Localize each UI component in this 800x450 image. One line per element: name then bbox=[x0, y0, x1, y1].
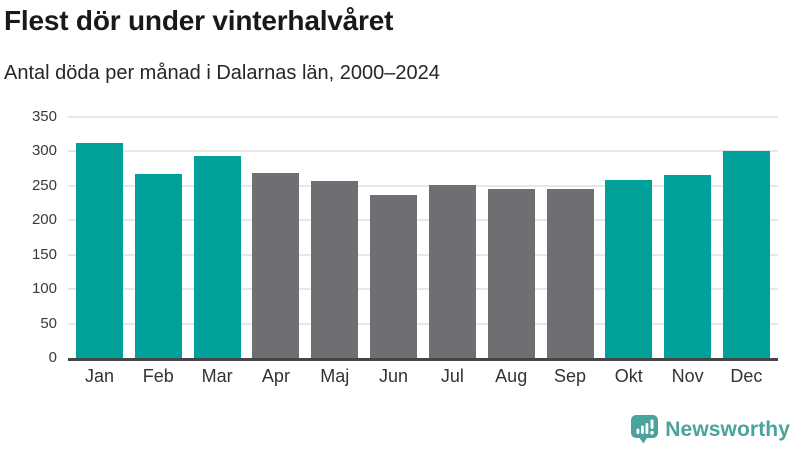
bar-mar bbox=[193, 155, 241, 358]
gridline bbox=[68, 184, 778, 187]
brand-footer[interactable]: Newsworthy bbox=[631, 415, 790, 444]
y-tick-label: 350 bbox=[31, 108, 57, 125]
x-tick-label: Aug bbox=[495, 366, 528, 386]
x-tick-label: Sep bbox=[553, 366, 587, 386]
brand-name: Newsworthy bbox=[665, 417, 790, 441]
bar-feb bbox=[134, 173, 182, 358]
bar-maj bbox=[311, 181, 359, 358]
plot-area bbox=[68, 116, 778, 361]
chart-subtitle: Antal döda per månad i Dalarnas län, 200… bbox=[4, 62, 440, 84]
x-tick-label: Feb bbox=[142, 366, 174, 386]
bar-jul bbox=[428, 184, 476, 358]
newsworthy-logo-icon bbox=[631, 415, 659, 444]
gridline bbox=[68, 116, 778, 118]
x-tick-label: Jan bbox=[84, 366, 115, 386]
x-tick-label: Maj bbox=[320, 366, 350, 386]
y-tick-label: 0 bbox=[48, 349, 57, 366]
x-tick-label: Mar bbox=[201, 366, 233, 386]
bar-apr bbox=[252, 172, 300, 358]
bar-jun bbox=[370, 194, 418, 358]
bar-nov bbox=[664, 174, 712, 358]
bar-jan bbox=[76, 142, 123, 358]
x-tick-label: Jun bbox=[379, 366, 409, 386]
bar-sep bbox=[546, 188, 594, 358]
x-tick-label: Dec bbox=[730, 366, 763, 386]
gridline bbox=[68, 288, 778, 291]
x-tick-label: Jul bbox=[440, 366, 464, 386]
y-tick-label: 200 bbox=[31, 211, 57, 229]
y-tick-label: 100 bbox=[31, 280, 57, 298]
y-tick-label: 150 bbox=[31, 245, 57, 263]
chart-title: Flest dör under vinterhalvåret bbox=[4, 5, 394, 36]
gridline bbox=[68, 150, 778, 153]
x-tick-label: Okt bbox=[614, 366, 643, 386]
bars-row bbox=[68, 117, 778, 358]
gridline bbox=[68, 253, 778, 256]
x-tick-label: Nov bbox=[671, 366, 704, 386]
y-tick-label: 50 bbox=[40, 314, 57, 332]
bar-dec bbox=[722, 151, 770, 358]
gridline bbox=[68, 322, 778, 325]
y-tick-label: 300 bbox=[31, 142, 57, 160]
x-tick-label: Apr bbox=[261, 366, 290, 386]
gridline bbox=[68, 219, 778, 222]
x-axis-line bbox=[68, 358, 778, 361]
y-tick-label: 250 bbox=[31, 176, 57, 194]
bar-aug bbox=[487, 189, 535, 358]
bar-okt bbox=[605, 179, 653, 358]
x-axis-labels: Jan Feb Mar Apr Maj Jun Jul Aug Sep Okt Nov Dec bbox=[68, 366, 778, 387]
